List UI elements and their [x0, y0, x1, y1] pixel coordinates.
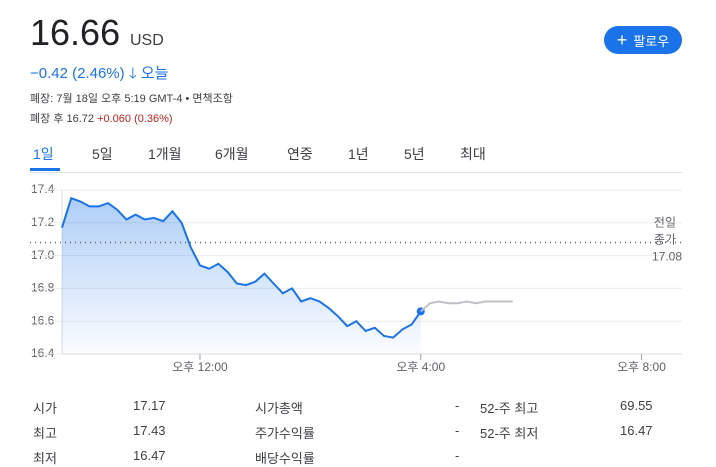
y-tick-label: 16.4 — [31, 346, 55, 360]
stat-cell: 52-주 최고 — [480, 401, 539, 416]
previous-close-value: 17.08 — [652, 250, 682, 264]
change: −0.42 (2.46%) 🡓 오늘 — [30, 62, 168, 88]
follow-button[interactable]: + 팔로우 — [604, 26, 682, 54]
after-hours: 폐장 후 16.72 +0.060 (0.36%) — [30, 110, 173, 126]
range-tab[interactable]: 연중 — [287, 146, 313, 162]
after-hours-change: +0.060 (0.36%) — [97, 113, 173, 125]
x-tick-label: 오후 12:00 — [172, 360, 228, 374]
x-tick-label: 오후 4:00 — [396, 360, 445, 374]
stat-cell: 16.47 — [133, 448, 166, 463]
stat-cell: 최저 — [33, 451, 57, 466]
range-tab[interactable]: 5년 — [404, 146, 425, 162]
price: 16.66 — [30, 12, 121, 53]
range-tab[interactable]: 5일 — [92, 146, 113, 162]
stat-cell: 69.55 — [620, 398, 653, 413]
stat-cell: - — [455, 448, 460, 463]
y-tick-label: 17.4 — [31, 182, 55, 196]
period: 오늘 — [140, 65, 169, 82]
after-hours-price: 폐장 후 16.72 — [30, 113, 94, 125]
stat-cell: 17.17 — [133, 398, 166, 413]
follow-label: 팔로우 — [633, 33, 670, 49]
stat-cell: 시가 — [33, 401, 57, 416]
area — [62, 198, 421, 354]
stat-cell: 52-주 최저 — [480, 426, 539, 441]
y-tick-label: 16.8 — [31, 281, 55, 295]
tab-indicator — [30, 168, 60, 171]
stat-cell: - — [455, 423, 460, 438]
status: 폐장: 7월 18일 오후 5:19 GMT-4 • 면책조항 — [30, 93, 233, 105]
stat-cell: - — [455, 398, 460, 413]
chart: 16.4 16.6 16.8 17.0 17.2 17.4 오후 12:00 오후 4:00 오… — [30, 182, 682, 374]
range-tab[interactable]: 1년 — [348, 146, 369, 162]
down-arrow: 🡓 — [128, 65, 137, 82]
stat-cell: 17.43 — [133, 423, 166, 438]
range-tab[interactable]: 1일 — [33, 146, 54, 162]
stat-cell: 16.47 — [620, 423, 653, 438]
stat-cell: 주가수익률 — [255, 426, 315, 441]
y-tick-label: 16.6 — [31, 313, 55, 327]
divider — [30, 172, 682, 173]
stat-cell: 최고 — [33, 426, 57, 441]
range-tab[interactable]: 6개월 — [215, 146, 249, 162]
x-tick-label: 오후 8:00 — [617, 360, 666, 374]
range-tab[interactable]: 1개월 — [148, 146, 182, 162]
line — [420, 300, 513, 313]
line — [61, 196, 422, 339]
stat-cell: 배당수익률 — [255, 451, 315, 466]
y-tick-label: 17.0 — [31, 248, 55, 262]
change-value: −0.42 (2.46%) — [30, 65, 125, 82]
currency: USD — [130, 32, 164, 49]
range-tab[interactable]: 최대 — [460, 146, 486, 162]
stat-cell: 시가총액 — [255, 401, 303, 416]
previous-close-label: 전일 — [654, 216, 676, 230]
y-tick-label: 17.2 — [31, 215, 55, 229]
previous-close-label: 종가 — [654, 233, 676, 247]
